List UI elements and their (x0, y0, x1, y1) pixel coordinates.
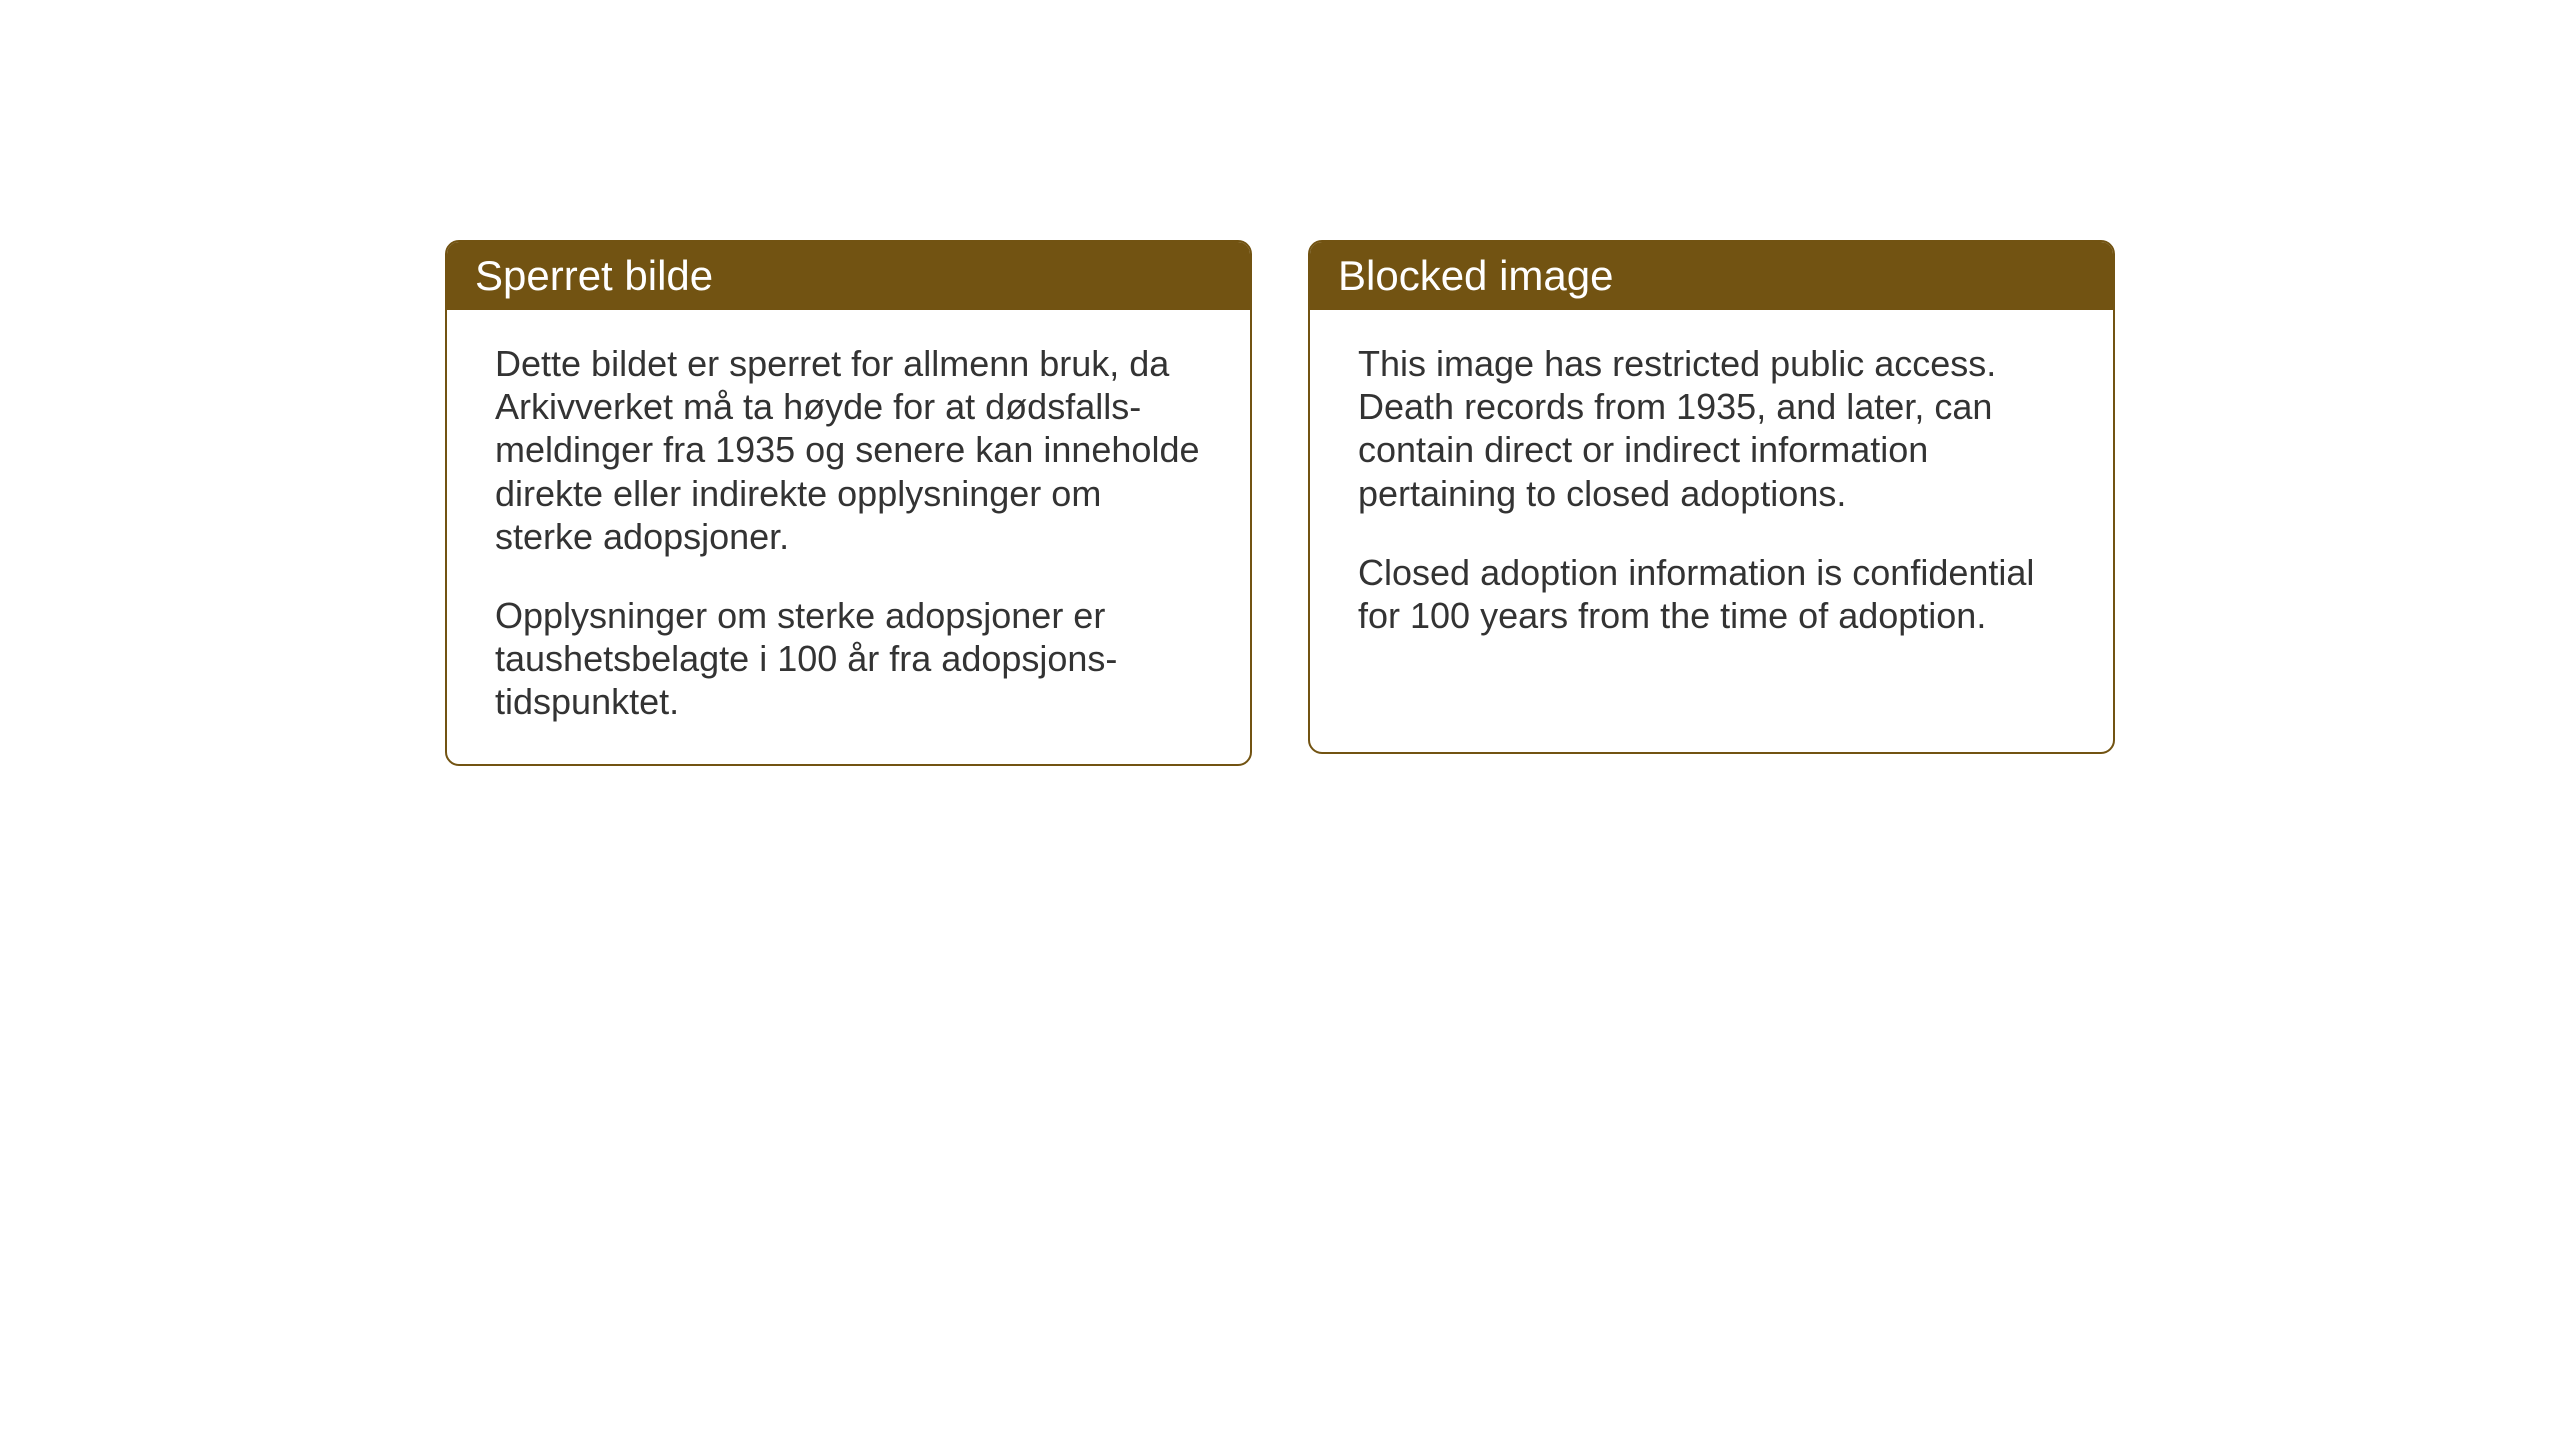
notice-title-norwegian: Sperret bilde (475, 252, 713, 299)
notice-body-norwegian: Dette bildet er sperret for allmenn bruk… (447, 310, 1250, 764)
notice-header-norwegian: Sperret bilde (447, 242, 1250, 310)
notice-paragraph-1-norwegian: Dette bildet er sperret for allmenn bruk… (495, 342, 1202, 558)
notice-card-english: Blocked image This image has restricted … (1308, 240, 2115, 754)
notice-paragraph-2-norwegian: Opplysninger om sterke adopsjoner er tau… (495, 594, 1202, 724)
notice-body-english: This image has restricted public access.… (1310, 310, 2113, 677)
notice-paragraph-1-english: This image has restricted public access.… (1358, 342, 2065, 515)
notice-title-english: Blocked image (1338, 252, 1613, 299)
notice-paragraph-2-english: Closed adoption information is confident… (1358, 551, 2065, 637)
notice-container: Sperret bilde Dette bildet er sperret fo… (445, 240, 2115, 766)
notice-card-norwegian: Sperret bilde Dette bildet er sperret fo… (445, 240, 1252, 766)
notice-header-english: Blocked image (1310, 242, 2113, 310)
